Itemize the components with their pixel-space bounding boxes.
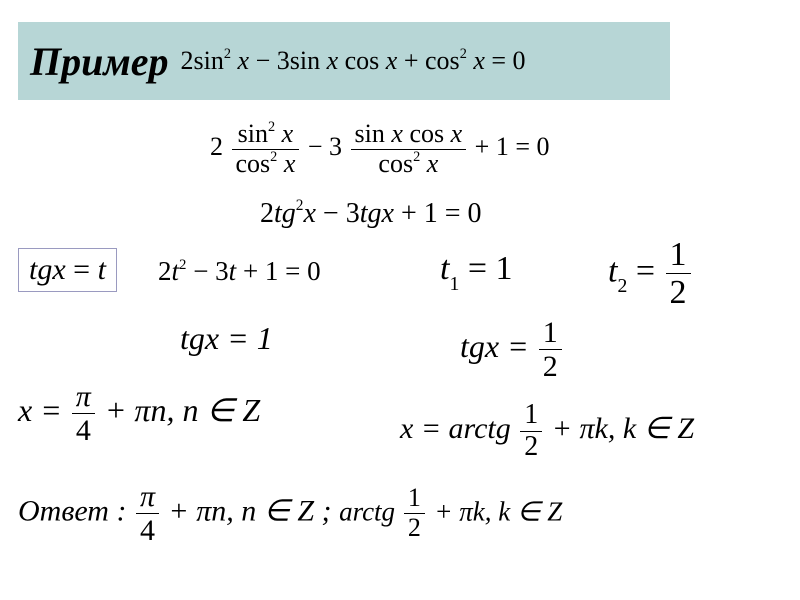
ans-fn: arctg: [339, 496, 402, 526]
s3b: − 3: [186, 256, 228, 286]
ans-n1: π: [136, 480, 159, 514]
s2c: + 1 = 0: [394, 198, 482, 229]
b2n: 1: [539, 316, 562, 350]
step-1: 2 sin2 x cos2 x − 3 sin x cos x cos2 x +…: [210, 120, 549, 178]
s5br: + πk, k ∈ Z: [552, 412, 694, 445]
ans-rest: + πk, k ∈ Z: [434, 496, 562, 526]
he1: 2: [224, 46, 231, 62]
s1n2a: sin: [355, 119, 385, 148]
ans-n2: 1: [404, 484, 425, 514]
example-header: Пример 2sin2 x − 3sin x cos x + cos2 x =…: [18, 22, 670, 100]
s2b: − 3: [316, 198, 360, 229]
hc1: 2: [181, 46, 194, 75]
s1n2d: x: [451, 119, 463, 148]
b1: tgx = 1: [180, 320, 273, 356]
step-2: 2tg2x − 3tgx + 1 = 0: [260, 198, 482, 230]
step-3: 2t2 − 3t + 1 = 0: [158, 256, 321, 287]
ans-d1: 4: [136, 514, 159, 547]
sb-l: tgx: [29, 253, 66, 286]
header-equation: 2sin2 x − 3sin x cos x + cos2 x = 0: [181, 46, 526, 76]
hf4: cos: [425, 46, 460, 75]
hv3: x: [386, 46, 398, 75]
ans-d2: 2: [404, 514, 425, 543]
s5bn: 1: [520, 400, 542, 432]
s1n2b: x: [391, 119, 403, 148]
hp: +: [397, 46, 425, 75]
t2eq: =: [627, 253, 663, 290]
b2d: 2: [539, 350, 562, 383]
hv1: x: [238, 46, 250, 75]
s3c: + 1 = 0: [236, 256, 320, 286]
s1d1b: x: [284, 149, 296, 178]
hc2: 3: [277, 46, 290, 75]
hv4: x: [473, 46, 485, 75]
s1f2: sin x cos x cos2 x: [351, 120, 467, 178]
s3v: t: [172, 256, 180, 286]
branch-2: tgx = 1 2: [460, 316, 564, 383]
b2t: tgx =: [460, 328, 537, 364]
solution-1: x = π 4 + πn, n ∈ Z: [18, 380, 260, 447]
t1eq: = 1: [459, 250, 512, 287]
s1d1e: 2: [270, 149, 277, 165]
hm: −: [249, 46, 277, 75]
title-text: Пример: [30, 38, 169, 85]
s1d2e: 2: [413, 149, 420, 165]
hf1: sin: [194, 46, 224, 75]
s5an: π: [72, 380, 95, 414]
t2n: 1: [666, 236, 691, 274]
s1n2c: cos: [409, 119, 444, 148]
s2v: x: [303, 198, 315, 229]
s1d2b: x: [427, 149, 439, 178]
ans-mid: + πn, n ∈ Z ;: [168, 494, 339, 527]
s1m: −: [308, 132, 329, 161]
s1n1a: sin: [238, 119, 268, 148]
t2d: 2: [666, 274, 691, 311]
branch-1: tgx = 1: [180, 320, 273, 357]
s5bx: x = arctg: [400, 412, 518, 445]
sb-r: t: [98, 253, 106, 286]
t2s: 2: [617, 275, 627, 297]
s3e: 2: [179, 257, 186, 273]
s5bd: 2: [520, 432, 542, 463]
s5ad: 4: [72, 414, 95, 447]
s1c2: 3: [329, 132, 342, 161]
s2fn2: tg: [360, 198, 382, 229]
s1n1e: 2: [268, 119, 275, 135]
root-t1: t1 = 1: [440, 250, 513, 293]
t1s: 1: [449, 273, 459, 295]
s1d1a: cos: [236, 149, 271, 178]
s2e: 2: [296, 197, 304, 214]
hf3: cos: [345, 46, 380, 75]
sb-eq: =: [66, 253, 98, 286]
s2v2: x: [382, 198, 394, 229]
s2a: 2: [260, 198, 274, 229]
s1p: + 1 = 0: [475, 132, 550, 161]
s1d2a: cos: [378, 149, 413, 178]
solution-2: x = arctg 1 2 + πk, k ∈ Z: [400, 400, 694, 463]
hf2: sin: [290, 46, 320, 75]
answer-line: Ответ : π 4 + πn, n ∈ Z ; arctg 1 2 + πk…: [18, 480, 562, 547]
s1n1b: x: [282, 119, 294, 148]
root-t2: t2 = 1 2: [608, 236, 693, 312]
s3a: 2: [158, 256, 172, 286]
s5ax: x =: [18, 392, 70, 428]
s5ar: + πn, n ∈ Z: [105, 392, 260, 428]
s1f1: sin2 x cos2 x: [232, 120, 300, 178]
he4: 2: [460, 46, 467, 62]
s2fn: tg: [274, 198, 296, 229]
heq: = 0: [485, 46, 526, 75]
ans-label: Ответ :: [18, 494, 134, 527]
hv2: x: [327, 46, 339, 75]
s1c1: 2: [210, 132, 223, 161]
substitution-box: tgx = t: [18, 248, 117, 292]
